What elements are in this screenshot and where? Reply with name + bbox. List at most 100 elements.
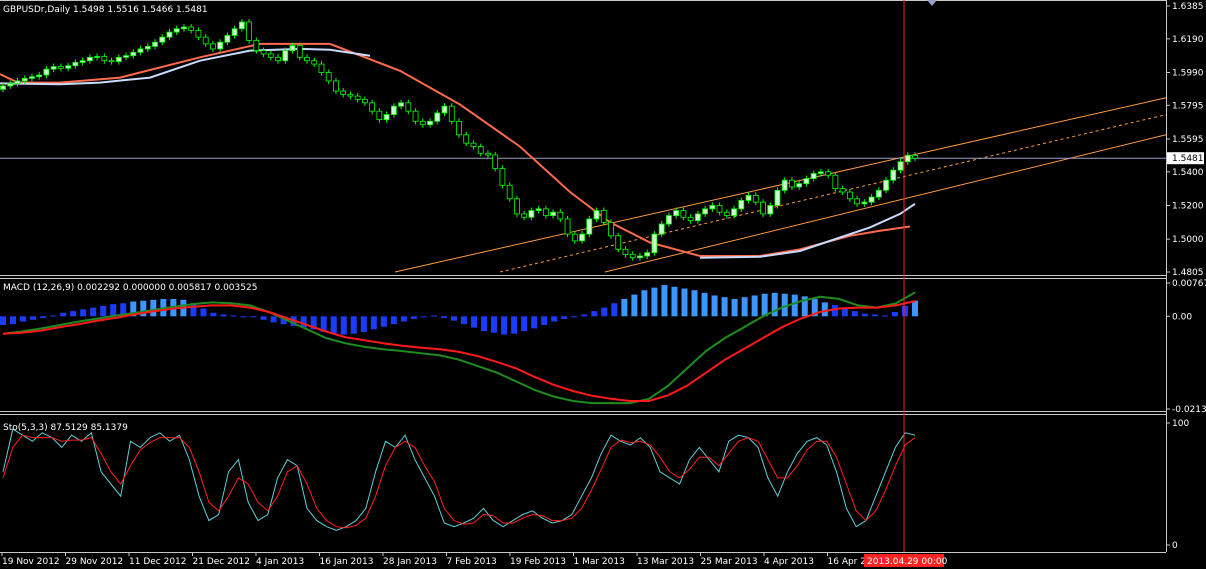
macd-histogram-bar bbox=[871, 314, 878, 317]
candle-body bbox=[376, 110, 383, 121]
macd-histogram-bar bbox=[781, 293, 788, 317]
candle-body bbox=[767, 205, 774, 215]
macd-panel[interactable] bbox=[0, 285, 918, 405]
candle-body bbox=[43, 68, 50, 76]
macd-histogram-bar bbox=[130, 301, 137, 317]
price-tick-label: 1.5795 bbox=[1172, 101, 1204, 111]
candle-body bbox=[14, 80, 21, 84]
macd-tick-label: 0.00767 bbox=[1172, 279, 1206, 289]
macd-histogram-bar bbox=[691, 290, 698, 317]
macd-histogram-bar bbox=[581, 314, 588, 317]
x-tick-label: 29 Nov 2012 bbox=[66, 557, 124, 567]
macd-header: MACD (12,26,9) 0.002292 0.000000 0.00581… bbox=[3, 283, 257, 293]
macd-histogram-bar bbox=[681, 288, 688, 317]
candle-body bbox=[58, 66, 64, 69]
candle-body bbox=[492, 154, 499, 169]
candle-body bbox=[275, 56, 281, 62]
x-tick-label: 19 Feb 2013 bbox=[510, 557, 566, 567]
macd-histogram-bar bbox=[641, 290, 648, 317]
price-tick-label: 1.5000 bbox=[1172, 235, 1204, 245]
macd-signal-line bbox=[2, 300, 916, 402]
macd-histogram-bar bbox=[841, 308, 848, 317]
macd-histogram-bar bbox=[801, 296, 808, 317]
stochastic-main-line bbox=[2, 428, 916, 531]
price-header: GBPUSDr,Daily 1.5498 1.5516 1.5466 1.548… bbox=[3, 5, 208, 15]
candle-body bbox=[890, 169, 897, 181]
macd-histogram-bar bbox=[380, 316, 387, 327]
macd-histogram-bar bbox=[190, 303, 197, 317]
macd-line bbox=[2, 291, 916, 405]
candle-body bbox=[709, 205, 716, 210]
candle-body bbox=[130, 51, 137, 57]
candle-body bbox=[586, 218, 593, 235]
candle-body bbox=[796, 183, 803, 188]
candle-body bbox=[434, 112, 441, 122]
candle-body bbox=[144, 46, 151, 50]
macd-histogram-bar bbox=[0, 316, 6, 325]
current-price-box bbox=[1167, 152, 1204, 165]
macd-histogram-bar bbox=[912, 300, 918, 317]
price-tick-label: 1.5400 bbox=[1172, 168, 1204, 178]
candle-body bbox=[362, 99, 368, 104]
candle-body bbox=[29, 76, 35, 79]
candle-body bbox=[781, 179, 788, 191]
x-tick-label: 4 Jan 2013 bbox=[256, 557, 304, 567]
macd-histogram-bar bbox=[571, 316, 578, 318]
candle-body bbox=[65, 65, 72, 69]
price-tick-label: 1.5990 bbox=[1172, 69, 1204, 79]
candle-body bbox=[325, 72, 332, 82]
x-tick-label: 1 Mar 2013 bbox=[574, 557, 625, 567]
macd-histogram-bar bbox=[761, 293, 768, 317]
candle-body bbox=[810, 173, 817, 179]
candle-body bbox=[383, 114, 390, 121]
macd-histogram-bar bbox=[310, 316, 317, 330]
candle-body bbox=[637, 255, 643, 259]
candle-body bbox=[557, 211, 564, 220]
candle-body bbox=[419, 120, 426, 126]
macd-histogram-bar bbox=[240, 316, 247, 318]
macd-histogram-bar bbox=[120, 303, 127, 317]
candle-body bbox=[202, 36, 209, 45]
candle-body bbox=[101, 56, 108, 62]
candle-body bbox=[108, 60, 115, 63]
candle-body bbox=[463, 134, 470, 144]
macd-histogram-bar bbox=[591, 311, 598, 317]
candle-body bbox=[195, 30, 202, 38]
macd-histogram-bar bbox=[731, 298, 738, 317]
channel-line-1 bbox=[604, 134, 1167, 273]
macd-tick-label: -0.02135 bbox=[1172, 405, 1206, 415]
macd-histogram-bar bbox=[811, 298, 818, 317]
macd-histogram-bar bbox=[60, 312, 67, 317]
price-panel[interactable] bbox=[0, 18, 1167, 273]
candle-body bbox=[318, 63, 325, 73]
x-tick-label: 11 Dec 2012 bbox=[129, 557, 187, 567]
candle-body bbox=[600, 210, 607, 223]
macd-histogram-bar bbox=[551, 316, 558, 322]
candle-body bbox=[347, 93, 354, 97]
macd-histogram-bar bbox=[651, 287, 658, 317]
candle-body bbox=[680, 210, 687, 218]
macd-histogram-bar bbox=[50, 315, 57, 317]
candle-body bbox=[354, 95, 361, 100]
ma-slow-line bbox=[0, 47, 371, 86]
macd-histogram-bar bbox=[671, 286, 678, 317]
macd-histogram-bar bbox=[491, 316, 498, 333]
candle-body bbox=[666, 215, 672, 225]
candle-body bbox=[369, 102, 376, 112]
macd-histogram-bar bbox=[260, 316, 267, 320]
candle-body bbox=[608, 221, 614, 237]
macd-histogram-bar bbox=[631, 294, 638, 317]
macd-histogram-bar bbox=[831, 305, 838, 317]
candle-body bbox=[238, 21, 245, 30]
candle-body bbox=[224, 35, 231, 43]
candle-body bbox=[818, 171, 824, 174]
x-tick-label: 16 Apr 2013 bbox=[828, 557, 884, 567]
candle-body bbox=[94, 56, 100, 58]
candle-body bbox=[304, 56, 310, 62]
candle-body bbox=[181, 26, 187, 30]
macd-histogram-bar bbox=[721, 297, 728, 317]
stochastic-panel[interactable] bbox=[2, 428, 916, 531]
candle-body bbox=[0, 85, 6, 90]
macd-histogram-bar bbox=[100, 305, 107, 317]
